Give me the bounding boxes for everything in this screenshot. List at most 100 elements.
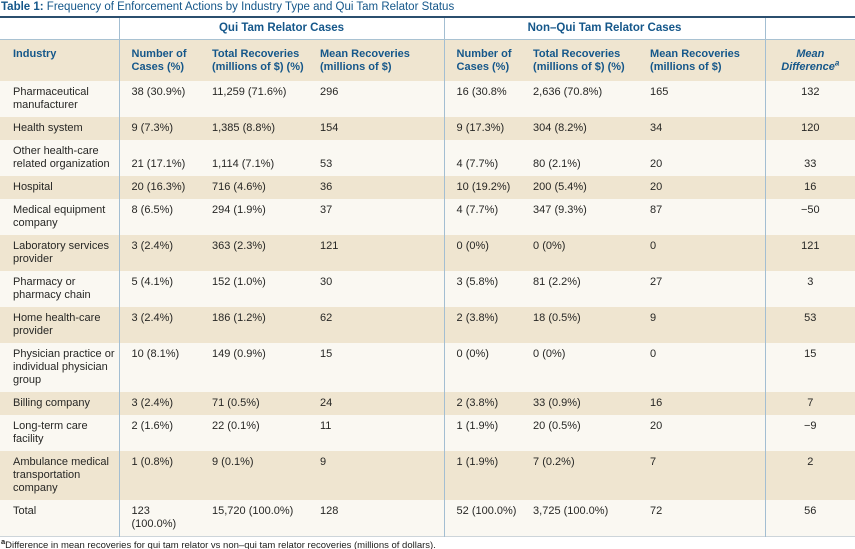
value-cell: 3 (2.4%): [118, 392, 200, 415]
industry-cell: Hospital: [0, 176, 119, 199]
column-header-qt-mean-recoveries: Mean Recoveries (millions of $): [308, 39, 445, 81]
value-cell: 0: [638, 343, 766, 392]
value-cell: 33 (0.9%): [521, 392, 639, 415]
value-cell: 20 (16.3%): [118, 176, 200, 199]
industry-cell: Long-term care facility: [0, 415, 119, 451]
value-cell: 296: [308, 81, 445, 117]
value-cell: 21 (17.1%): [118, 140, 200, 176]
column-header-nqt-total-recoveries: Total Recoveries (millions of $) (%): [521, 39, 639, 81]
column-header-qt-number-of-cases: Number of Cases (%): [118, 39, 200, 81]
value-cell: 1 (0.8%): [118, 451, 200, 500]
mean-difference-cell: −9: [764, 415, 855, 451]
value-cell: 347 (9.3%): [521, 199, 639, 235]
value-cell: 200 (5.4%): [521, 176, 639, 199]
value-cell: 7 (0.2%): [521, 451, 639, 500]
mean-difference-cell: 7: [764, 392, 855, 415]
table-row: Hospital 20 (16.3%) 716 (4.6%) 36 10 (19.2%)…: [0, 176, 855, 199]
value-cell: 121: [308, 235, 445, 271]
value-cell: 3 (2.4%): [118, 235, 200, 271]
value-cell: 4 (7.7%): [443, 140, 522, 176]
table-row: Home health-care provider 3 (2.4%) 186 (1.…: [0, 307, 855, 343]
industry-cell: Total: [0, 500, 119, 537]
value-cell: 10 (8.1%): [118, 343, 200, 392]
value-cell: 7: [638, 451, 766, 500]
value-cell: 81 (2.2%): [521, 271, 639, 307]
value-cell: 363 (2.3%): [200, 235, 308, 271]
value-cell: 20: [638, 415, 766, 451]
value-cell: 3,725 (100.0%): [521, 500, 639, 537]
value-cell: 4 (7.7%): [443, 199, 522, 235]
value-cell: 30: [308, 271, 445, 307]
value-cell: 2 (1.6%): [118, 415, 200, 451]
column-header-industry: Industry: [0, 39, 119, 81]
value-cell: 37: [308, 199, 445, 235]
value-cell: 80 (2.1%): [521, 140, 639, 176]
total-row: Total 123 (100.0%) 15,720 (100.0%) 128 52 (1…: [0, 500, 855, 537]
value-cell: 9: [308, 451, 445, 500]
value-cell: 15: [308, 343, 445, 392]
mean-difference-cell: −50: [764, 199, 855, 235]
value-cell: 71 (0.5%): [200, 392, 308, 415]
footnote: aDifference in mean recoveries for qui t…: [0, 537, 855, 549]
table-row: Long-term care facility 2 (1.6%) 22 (0.1%)…: [0, 415, 855, 451]
value-cell: 16 (30.8%: [443, 81, 522, 117]
industry-cell: Laboratory services provider: [0, 235, 119, 271]
value-cell: 52 (100.0%): [443, 500, 522, 537]
value-cell: 152 (1.0%): [200, 271, 308, 307]
value-cell: 9: [638, 307, 766, 343]
value-cell: 20: [638, 176, 766, 199]
value-cell: 27: [638, 271, 766, 307]
value-cell: 16: [638, 392, 766, 415]
table-body: Pharmaceutical manufacturer 38 (30.9%) 11,…: [0, 81, 855, 537]
value-cell: 20: [638, 140, 766, 176]
value-cell: 3 (2.4%): [118, 307, 200, 343]
value-cell: 15,720 (100.0%): [200, 500, 308, 537]
value-cell: 11: [308, 415, 445, 451]
value-cell: 154: [308, 117, 445, 140]
value-cell: 2 (3.8%): [443, 392, 522, 415]
value-cell: 34: [638, 117, 766, 140]
group-header-spacer-right: [764, 17, 855, 40]
group-header-non-qui-tam: Non–Qui Tam Relator Cases: [443, 17, 766, 40]
value-cell: 36: [308, 176, 445, 199]
value-cell: 9 (7.3%): [118, 117, 200, 140]
table-row: Ambulance medical transportation company…: [0, 451, 855, 500]
mean-difference-cell: 2: [764, 451, 855, 500]
value-cell: 38 (30.9%): [118, 81, 200, 117]
value-cell: 294 (1.9%): [200, 199, 308, 235]
mean-difference-cell: 16: [764, 176, 855, 199]
value-cell: 11,259 (71.6%): [200, 81, 308, 117]
column-header-qt-total-recoveries: Total Recoveries (millions of $) (%): [200, 39, 308, 81]
mean-difference-cell: 3: [764, 271, 855, 307]
value-cell: 149 (0.9%): [200, 343, 308, 392]
industry-cell: Pharmacy or pharmacy chain: [0, 271, 119, 307]
value-cell: 24: [308, 392, 445, 415]
value-cell: 53: [308, 140, 445, 176]
value-cell: 1 (1.9%): [443, 451, 522, 500]
value-cell: 304 (8.2%): [521, 117, 639, 140]
group-header-spacer: [0, 17, 119, 40]
value-cell: 5 (4.1%): [118, 271, 200, 307]
value-cell: 128: [308, 500, 445, 537]
value-cell: 18 (0.5%): [521, 307, 639, 343]
industry-cell: Medical equipment company: [0, 199, 119, 235]
footnote-superscript: a: [1, 536, 6, 546]
value-cell: 87: [638, 199, 766, 235]
value-cell: 1,114 (7.1%): [200, 140, 308, 176]
value-cell: 62: [308, 307, 445, 343]
industry-cell: Home health-care provider: [0, 307, 119, 343]
mean-difference-cell: 33: [764, 140, 855, 176]
mean-difference-cell: 132: [764, 81, 855, 117]
footnote-text: Difference in mean recoveries for qui ta…: [5, 540, 436, 549]
value-cell: 0: [638, 235, 766, 271]
table-row: Pharmacy or pharmacy chain 5 (4.1%) 152 (1…: [0, 271, 855, 307]
value-cell: 186 (1.2%): [200, 307, 308, 343]
value-cell: 9 (0.1%): [200, 451, 308, 500]
industry-cell: Health system: [0, 117, 119, 140]
value-cell: 20 (0.5%): [521, 415, 639, 451]
industry-cell: Physician practice or individual physici…: [0, 343, 119, 392]
mean-difference-cell: 120: [764, 117, 855, 140]
column-header-mean-difference: Mean Differencea: [764, 39, 855, 81]
group-header-qui-tam: Qui Tam Relator Cases: [118, 17, 445, 40]
value-cell: 2 (3.8%): [443, 307, 522, 343]
